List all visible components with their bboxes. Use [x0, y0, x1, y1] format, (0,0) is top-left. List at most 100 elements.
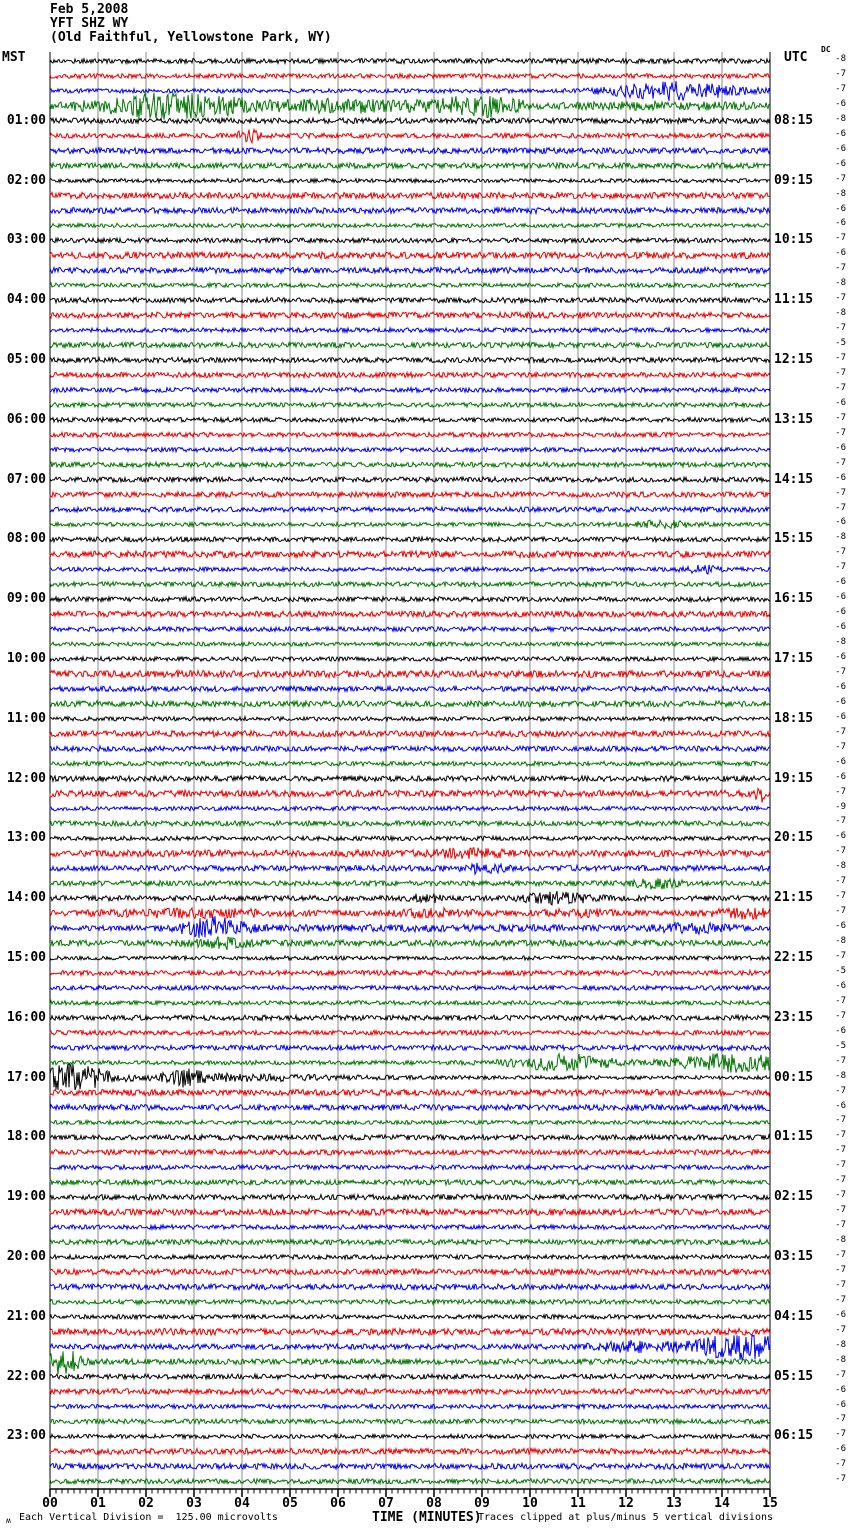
x-axis-title: TIME (MINUTES)	[372, 1510, 482, 1525]
utc-hour-label: 05:15	[774, 1368, 814, 1384]
seismic-trace-row-14	[49, 265, 771, 276]
dc-offset-label: -7	[835, 353, 846, 363]
seismic-trace-row-37	[49, 609, 771, 619]
utc-hour-label: 16:15	[774, 591, 814, 607]
seismic-trace-row-84	[49, 1312, 771, 1321]
dc-offset-label: -7	[835, 1160, 846, 1171]
station-location: (Old Faithful, Yellowstone Park, WY)	[50, 30, 332, 45]
seismic-trace-row-94	[49, 1461, 771, 1471]
mst-hour-label: 16:00	[6, 1009, 46, 1025]
dc-offset-label: -6	[835, 143, 846, 154]
mst-hour-label: 23:00	[6, 1428, 46, 1444]
seismic-trace-row-17	[49, 310, 771, 320]
dc-offset-header: DC	[821, 45, 831, 54]
dc-offset-label: -6	[835, 248, 846, 259]
dc-offset-label: -6	[835, 831, 846, 842]
seismic-trace-row-65	[49, 1028, 771, 1037]
dc-offset-label: -7	[835, 1414, 846, 1425]
dc-offset-label: -8	[835, 54, 846, 64]
dc-offset-label: -7	[835, 487, 846, 498]
mst-hour-label: 11:00	[6, 710, 46, 726]
seismic-trace-row-1	[49, 71, 771, 80]
dc-offset-label: -8	[835, 308, 846, 319]
dc-offset-label: -8	[835, 1235, 846, 1246]
dc-offset-label: -7	[835, 1190, 846, 1201]
dc-offset-label: -7	[835, 1175, 846, 1186]
dc-offset-label: -7	[835, 1115, 846, 1126]
mst-hour-label: 18:00	[6, 1129, 46, 1145]
seismic-trace-row-56	[49, 891, 771, 906]
seismic-trace-row-62	[49, 983, 771, 992]
dc-offset-label: -5	[835, 1040, 846, 1051]
mst-hour-label: 17:00	[6, 1069, 46, 1085]
seismic-trace-row-86	[49, 1333, 771, 1361]
dc-offset-label: -7	[835, 1145, 846, 1156]
dc-offset-label: -6	[835, 652, 846, 662]
dc-offset-label: -7	[835, 457, 846, 468]
left-timezone-header: MST	[2, 50, 26, 65]
dc-offset-label: -6	[835, 577, 846, 588]
dc-offset-label: -7	[835, 666, 846, 677]
dc-offset-label: -8	[835, 113, 846, 124]
x-tick-label: 15	[762, 1496, 778, 1511]
dc-offset-label: -6	[835, 1309, 846, 1320]
dc-offset-label: -7	[835, 263, 846, 274]
seismic-trace-row-51	[49, 819, 771, 828]
seismic-trace-row-89	[49, 1386, 771, 1397]
seismic-trace-row-21	[49, 370, 771, 380]
x-tick-label: 04	[234, 1496, 250, 1511]
seismic-trace-row-28	[49, 475, 771, 484]
dc-offset-label: -7	[835, 906, 846, 917]
utc-hour-label: 20:15	[774, 830, 814, 846]
seismic-trace-row-8	[49, 177, 771, 185]
utc-hour-label: 14:15	[774, 471, 814, 487]
mst-hour-label: 05:00	[6, 352, 46, 367]
seismic-trace-row-53	[49, 847, 771, 860]
dc-offset-label: -6	[835, 607, 846, 618]
seismic-trace-row-85	[49, 1326, 771, 1337]
utc-hour-label: 18:15	[774, 710, 814, 726]
seismic-trace-row-66	[49, 1043, 771, 1053]
right-timezone-header: UTC	[784, 50, 808, 65]
dc-offset-label: -7	[835, 1250, 846, 1260]
seismic-trace-row-49	[49, 786, 771, 803]
mst-hour-label: 10:00	[6, 651, 46, 666]
dc-offset-label: -7	[835, 1279, 846, 1290]
seismic-trace-row-6	[49, 145, 771, 156]
dc-offset-label: -7	[835, 846, 846, 857]
dc-offset-label: -6	[835, 771, 846, 782]
seismic-trace-row-63	[49, 999, 771, 1007]
dc-offset-label: -6	[835, 98, 846, 109]
dc-offset-label: -7	[835, 1220, 846, 1231]
dc-offset-label: -6	[835, 1025, 846, 1036]
dc-offset-label: -6	[835, 1399, 846, 1410]
mst-hour-label: 08:00	[6, 531, 46, 547]
seismic-trace-row-69	[49, 1087, 771, 1098]
dc-offset-label: -7	[835, 891, 846, 902]
utc-hour-label: 03:15	[774, 1249, 814, 1264]
dc-offset-label: -7	[835, 562, 846, 573]
dc-offset-label: -7	[835, 1324, 846, 1335]
utc-hour-label: 09:15	[774, 172, 814, 188]
dc-offset-label: -5	[835, 338, 846, 349]
seismic-trace-row-35	[49, 579, 771, 589]
mst-hour-label: 02:00	[6, 172, 46, 188]
seismic-trace-row-59	[49, 936, 771, 950]
seismic-trace-row-43	[49, 699, 771, 709]
dc-offset-label: -7	[835, 1369, 846, 1380]
dc-offset-label: -7	[835, 951, 846, 961]
record-date: Feb 5,2008	[50, 2, 129, 17]
dc-offset-label: -6	[835, 203, 846, 214]
utc-hour-label: 12:15	[774, 352, 814, 367]
seismic-trace-row-58	[49, 916, 771, 938]
seismic-trace-row-64	[49, 1013, 771, 1023]
dc-offset-label: -6	[835, 711, 846, 722]
seismic-trace-row-20	[49, 355, 771, 365]
x-tick-label: 09	[474, 1496, 490, 1511]
seismic-trace-row-39	[49, 640, 771, 648]
seismic-trace-row-73	[49, 1147, 771, 1157]
utc-hour-label: 21:15	[774, 890, 814, 906]
seismic-trace-row-38	[49, 625, 771, 634]
seismic-trace-row-90	[49, 1402, 771, 1411]
